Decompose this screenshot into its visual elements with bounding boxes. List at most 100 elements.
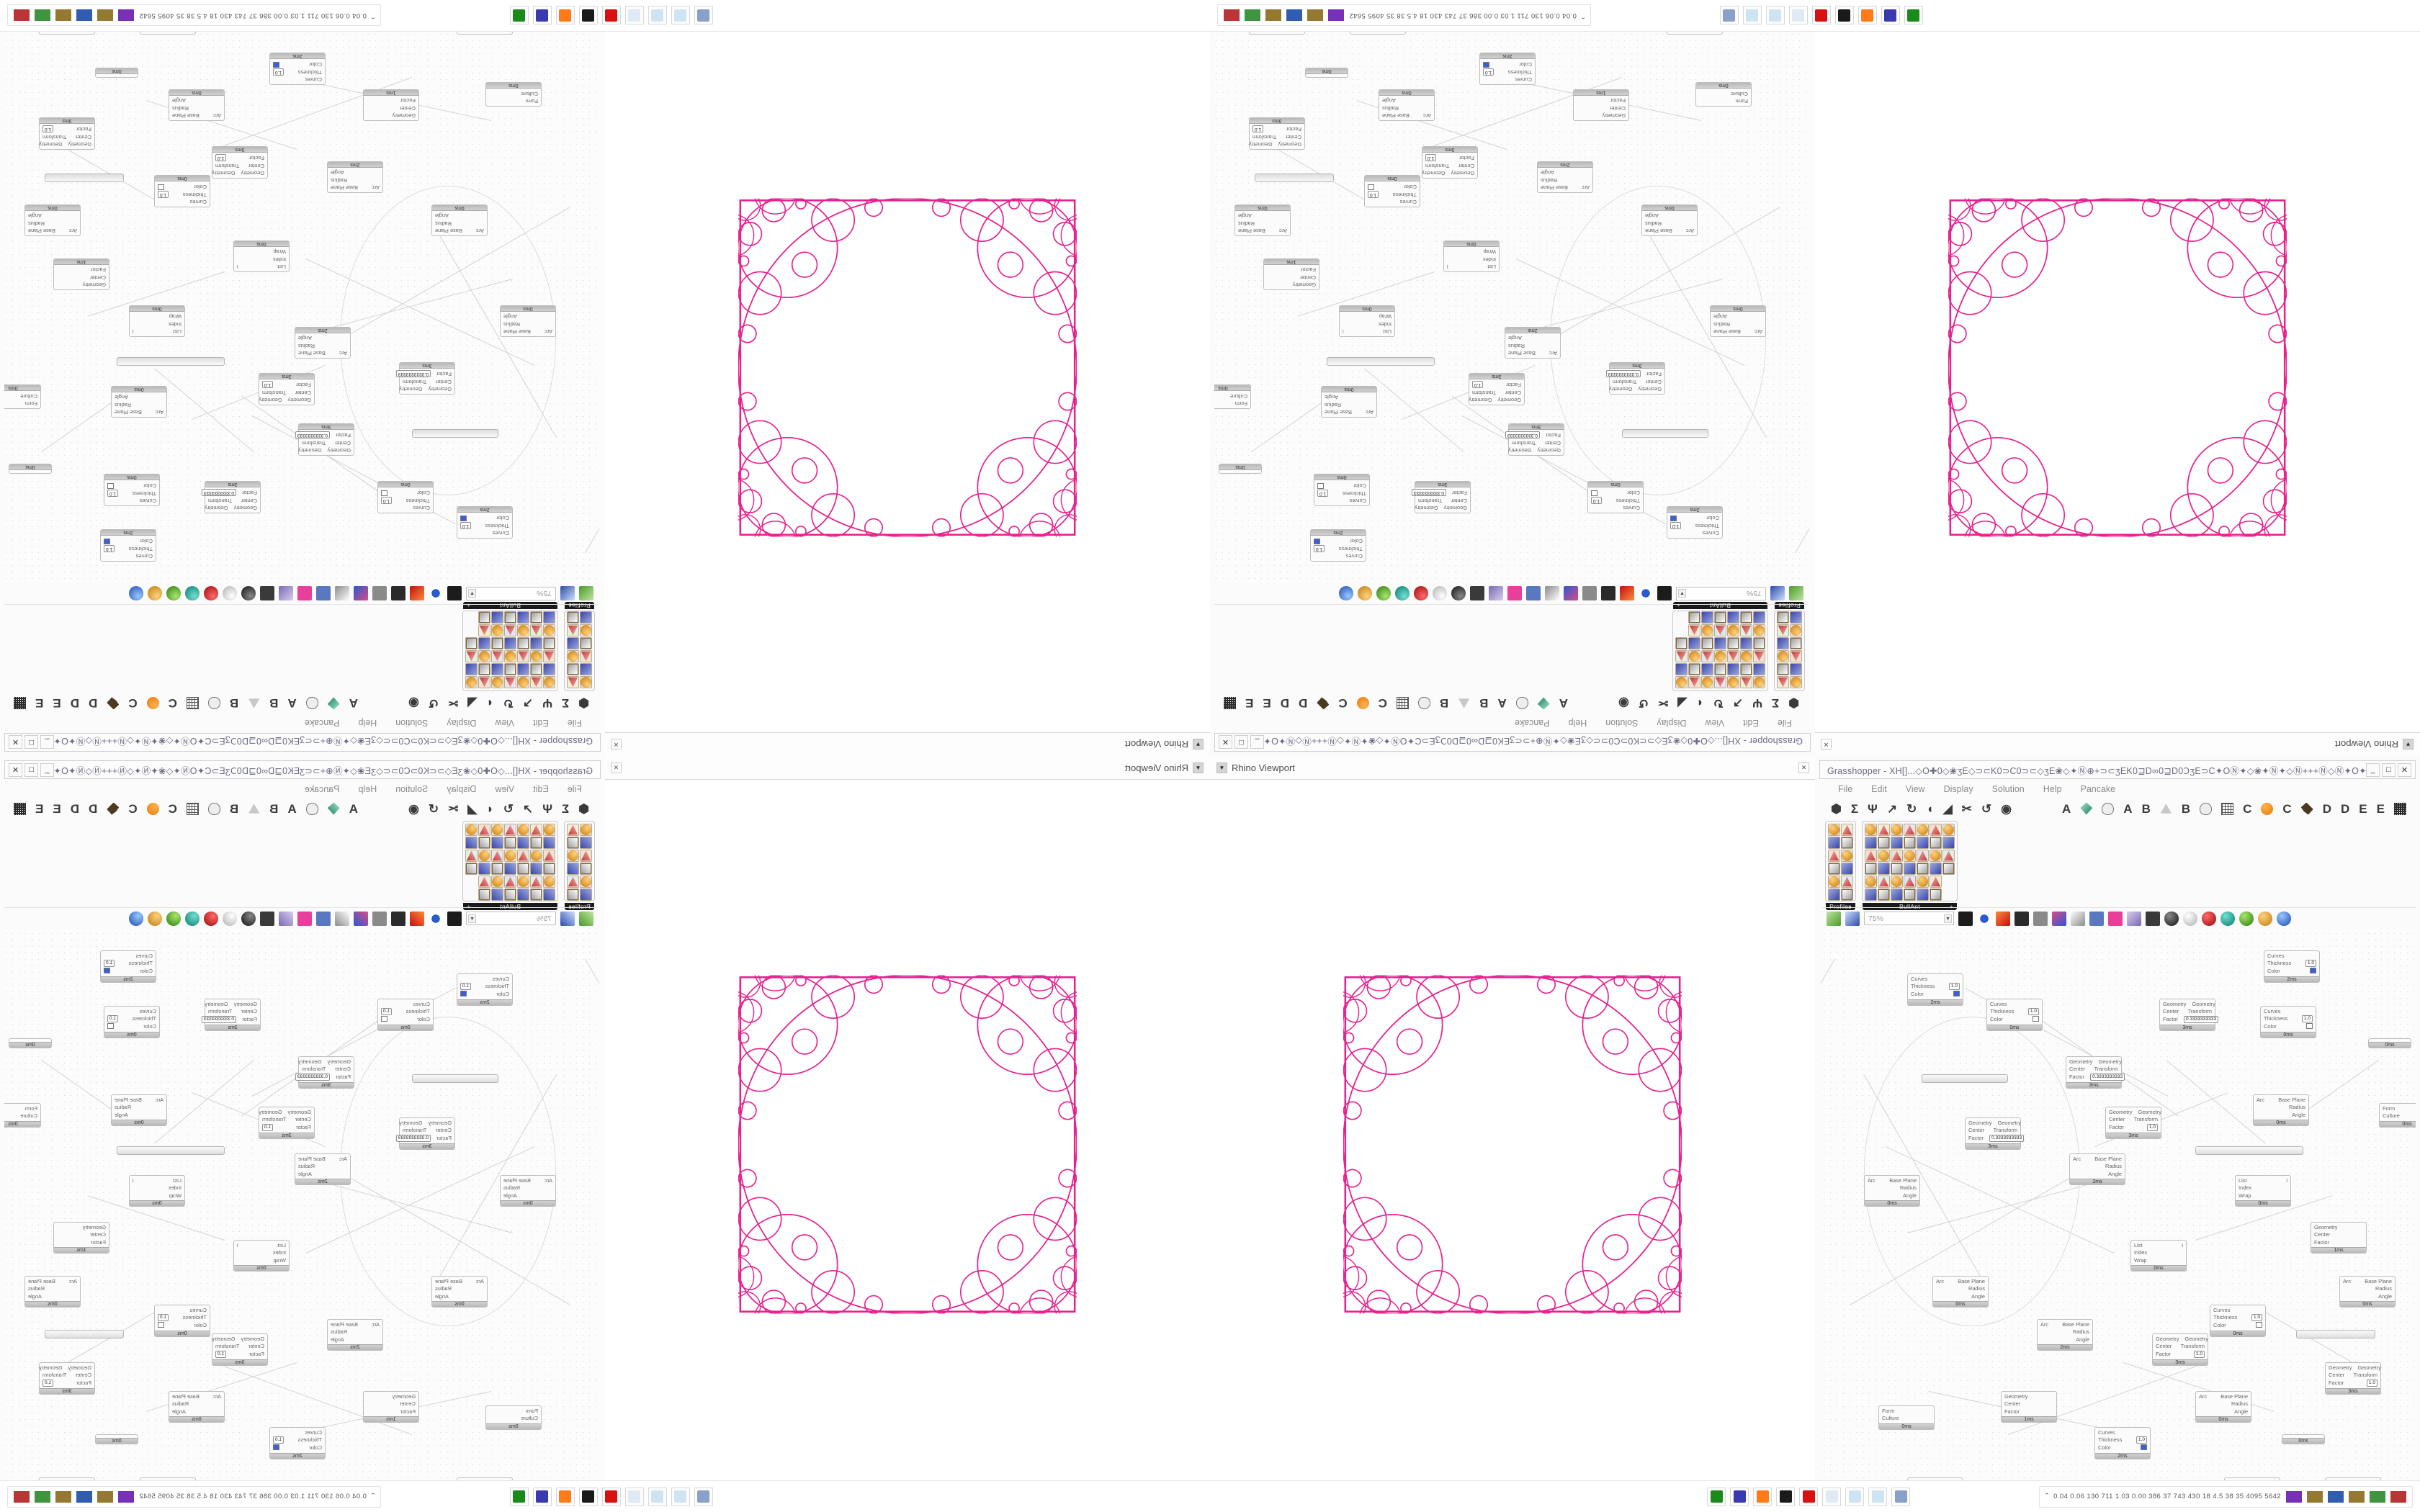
gh-component[interactable]: Curves Thickness 1.0 Color 0ms (1986, 999, 2043, 1031)
red-triangle-icon[interactable] (1675, 676, 1688, 688)
vector-tab[interactable]: ↗ (522, 696, 534, 711)
gh-component[interactable]: Geometry Geometry Center Transform Factor 1.… (2152, 1333, 2208, 1366)
addon-tab-d1[interactable]: D (89, 696, 98, 711)
component-input-value[interactable]: 1.0 (2146, 1123, 2158, 1131)
chevron-down-icon[interactable]: ▼ (468, 914, 476, 923)
unroll-orange-icon[interactable] (504, 650, 516, 662)
taskbar-item-firefox[interactable] (556, 6, 575, 25)
weight-icon[interactable] (478, 637, 490, 649)
gh-component[interactable]: Form Culture 0ms (1695, 82, 1752, 107)
chevron-down-icon[interactable]: ▼ (1944, 914, 1952, 923)
component-input-value[interactable]: 1.0 (2136, 1436, 2147, 1444)
addon-tab-e2[interactable]: E (2376, 801, 2385, 816)
component-input-value[interactable]: 1.0 (1670, 521, 1682, 529)
maths-tab[interactable]: Σ (561, 696, 570, 711)
addon-tab-grid[interactable] (2221, 802, 2234, 815)
chevron-down-icon[interactable]: ▼ (1193, 739, 1204, 750)
addon-tab-orange[interactable] (146, 802, 159, 815)
color-swatch[interactable] (460, 991, 467, 997)
gh-component[interactable]: Form Culture 0ms (485, 82, 542, 107)
gh-component[interactable]: Curves Thickness 1.0 Color 2ms (457, 506, 513, 539)
gh-component[interactable]: Form Culture 0ms (4, 384, 41, 409)
number-slider[interactable] (1255, 174, 1334, 182)
curved-plate-icon[interactable] (1790, 650, 1802, 662)
widget-button[interactable] (2146, 911, 2160, 926)
gh-component[interactable]: 0ms (95, 68, 138, 78)
gh-component[interactable]: 0ms (9, 1038, 52, 1048)
gh-component[interactable]: Form Culture 0ms (4, 1103, 41, 1128)
weight-icon[interactable] (517, 676, 529, 688)
i-section-icon[interactable] (580, 888, 592, 901)
close-icon[interactable]: ✕ (611, 762, 622, 773)
save-file-button[interactable] (560, 586, 575, 601)
addon-tab-d1[interactable]: D (89, 801, 98, 816)
color-swatch[interactable] (104, 968, 110, 974)
gh-component[interactable]: Geometry Geometry Center Transform Factor 1.… (1422, 146, 1478, 179)
collapse-icon[interactable]: ˆ (371, 10, 375, 21)
addon-tab-orange[interactable] (2261, 802, 2274, 815)
star-points-icon[interactable] (504, 611, 516, 624)
color-swatch[interactable] (1368, 184, 1374, 190)
component-input-value[interactable]: 0.3333333333 (395, 1134, 431, 1142)
cone-mesh-icon[interactable] (1917, 876, 1929, 888)
viewport-canvas[interactable] (1210, 780, 1815, 1512)
menu-item-file[interactable]: File (567, 718, 582, 728)
preview-toggle-button[interactable] (429, 586, 443, 601)
addon-tab-e2[interactable]: E (35, 696, 44, 711)
addon-tab-d2[interactable]: D (2340, 801, 2350, 816)
vee-truss-icon[interactable] (1740, 611, 1752, 624)
mesh-tab[interactable]: ◢ (1677, 696, 1688, 711)
transform-tab[interactable]: ↺ (428, 801, 439, 816)
shade-red-button[interactable] (1414, 586, 1428, 601)
cone-mesh-icon[interactable] (543, 676, 555, 688)
close-icon[interactable]: ✕ (1821, 739, 1832, 750)
taskbar-item-calculator[interactable] (1822, 1487, 1841, 1506)
menu-item-display[interactable]: Display (447, 784, 477, 794)
gh-component[interactable]: Form Culture 0ms (485, 1405, 542, 1430)
surface-unroll-icon[interactable] (543, 611, 555, 624)
square-profile-icon[interactable] (567, 650, 579, 662)
close-button[interactable]: ✕ (9, 762, 22, 777)
cube-blue-icon[interactable] (1701, 637, 1713, 649)
color-swatch[interactable] (2306, 1023, 2313, 1030)
i-beam-profile-icon[interactable] (580, 824, 592, 836)
square-profile-icon[interactable] (567, 850, 579, 862)
shade-red-button[interactable] (204, 911, 218, 926)
cone-mesh-icon[interactable] (543, 824, 555, 836)
i-beam-profile-icon[interactable] (567, 876, 579, 888)
profiler-button[interactable] (279, 911, 293, 926)
weight-icon[interactable] (1891, 824, 1903, 836)
chevron-down-icon[interactable]: ▼ (1193, 762, 1204, 773)
component-input-value[interactable]: 1.0 (1317, 489, 1329, 497)
red-triangle-icon[interactable] (465, 676, 478, 688)
gh-component[interactable]: Geometry Geometry Center Transform Factor 1.… (2325, 1362, 2381, 1395)
addon-tab-cloud[interactable] (1515, 697, 1528, 710)
addon-tab-b1[interactable]: B (269, 696, 279, 711)
weight-icon[interactable] (478, 863, 490, 875)
polyline-icon[interactable] (517, 876, 529, 888)
frame-equal-icon[interactable] (478, 850, 490, 862)
gh-component[interactable]: Curves Thickness 1.0 Color 0ms (1314, 474, 1370, 506)
chevron-down-icon[interactable]: ▼ (1216, 762, 1227, 773)
menu-item-pancake[interactable]: Pancake (2080, 784, 2116, 794)
taskbar-item-cat[interactable] (579, 1487, 598, 1506)
color-swatch[interactable] (107, 1023, 114, 1030)
curve-tab[interactable]: ↻ (503, 801, 514, 816)
shadow-plate-icon[interactable] (1688, 611, 1700, 624)
taskbar-item-green[interactable] (510, 1487, 529, 1506)
gha-assembly-button[interactable] (354, 911, 368, 926)
document-button[interactable] (1545, 586, 1559, 601)
gha-assembly-button[interactable] (1564, 586, 1578, 601)
component-input-value[interactable]: 1.0 (2366, 1379, 2378, 1387)
addon-tab-c1[interactable]: C (2243, 801, 2252, 816)
component-input-value[interactable]: 1.0 (107, 1015, 119, 1023)
shade-teal-button[interactable] (185, 586, 200, 601)
